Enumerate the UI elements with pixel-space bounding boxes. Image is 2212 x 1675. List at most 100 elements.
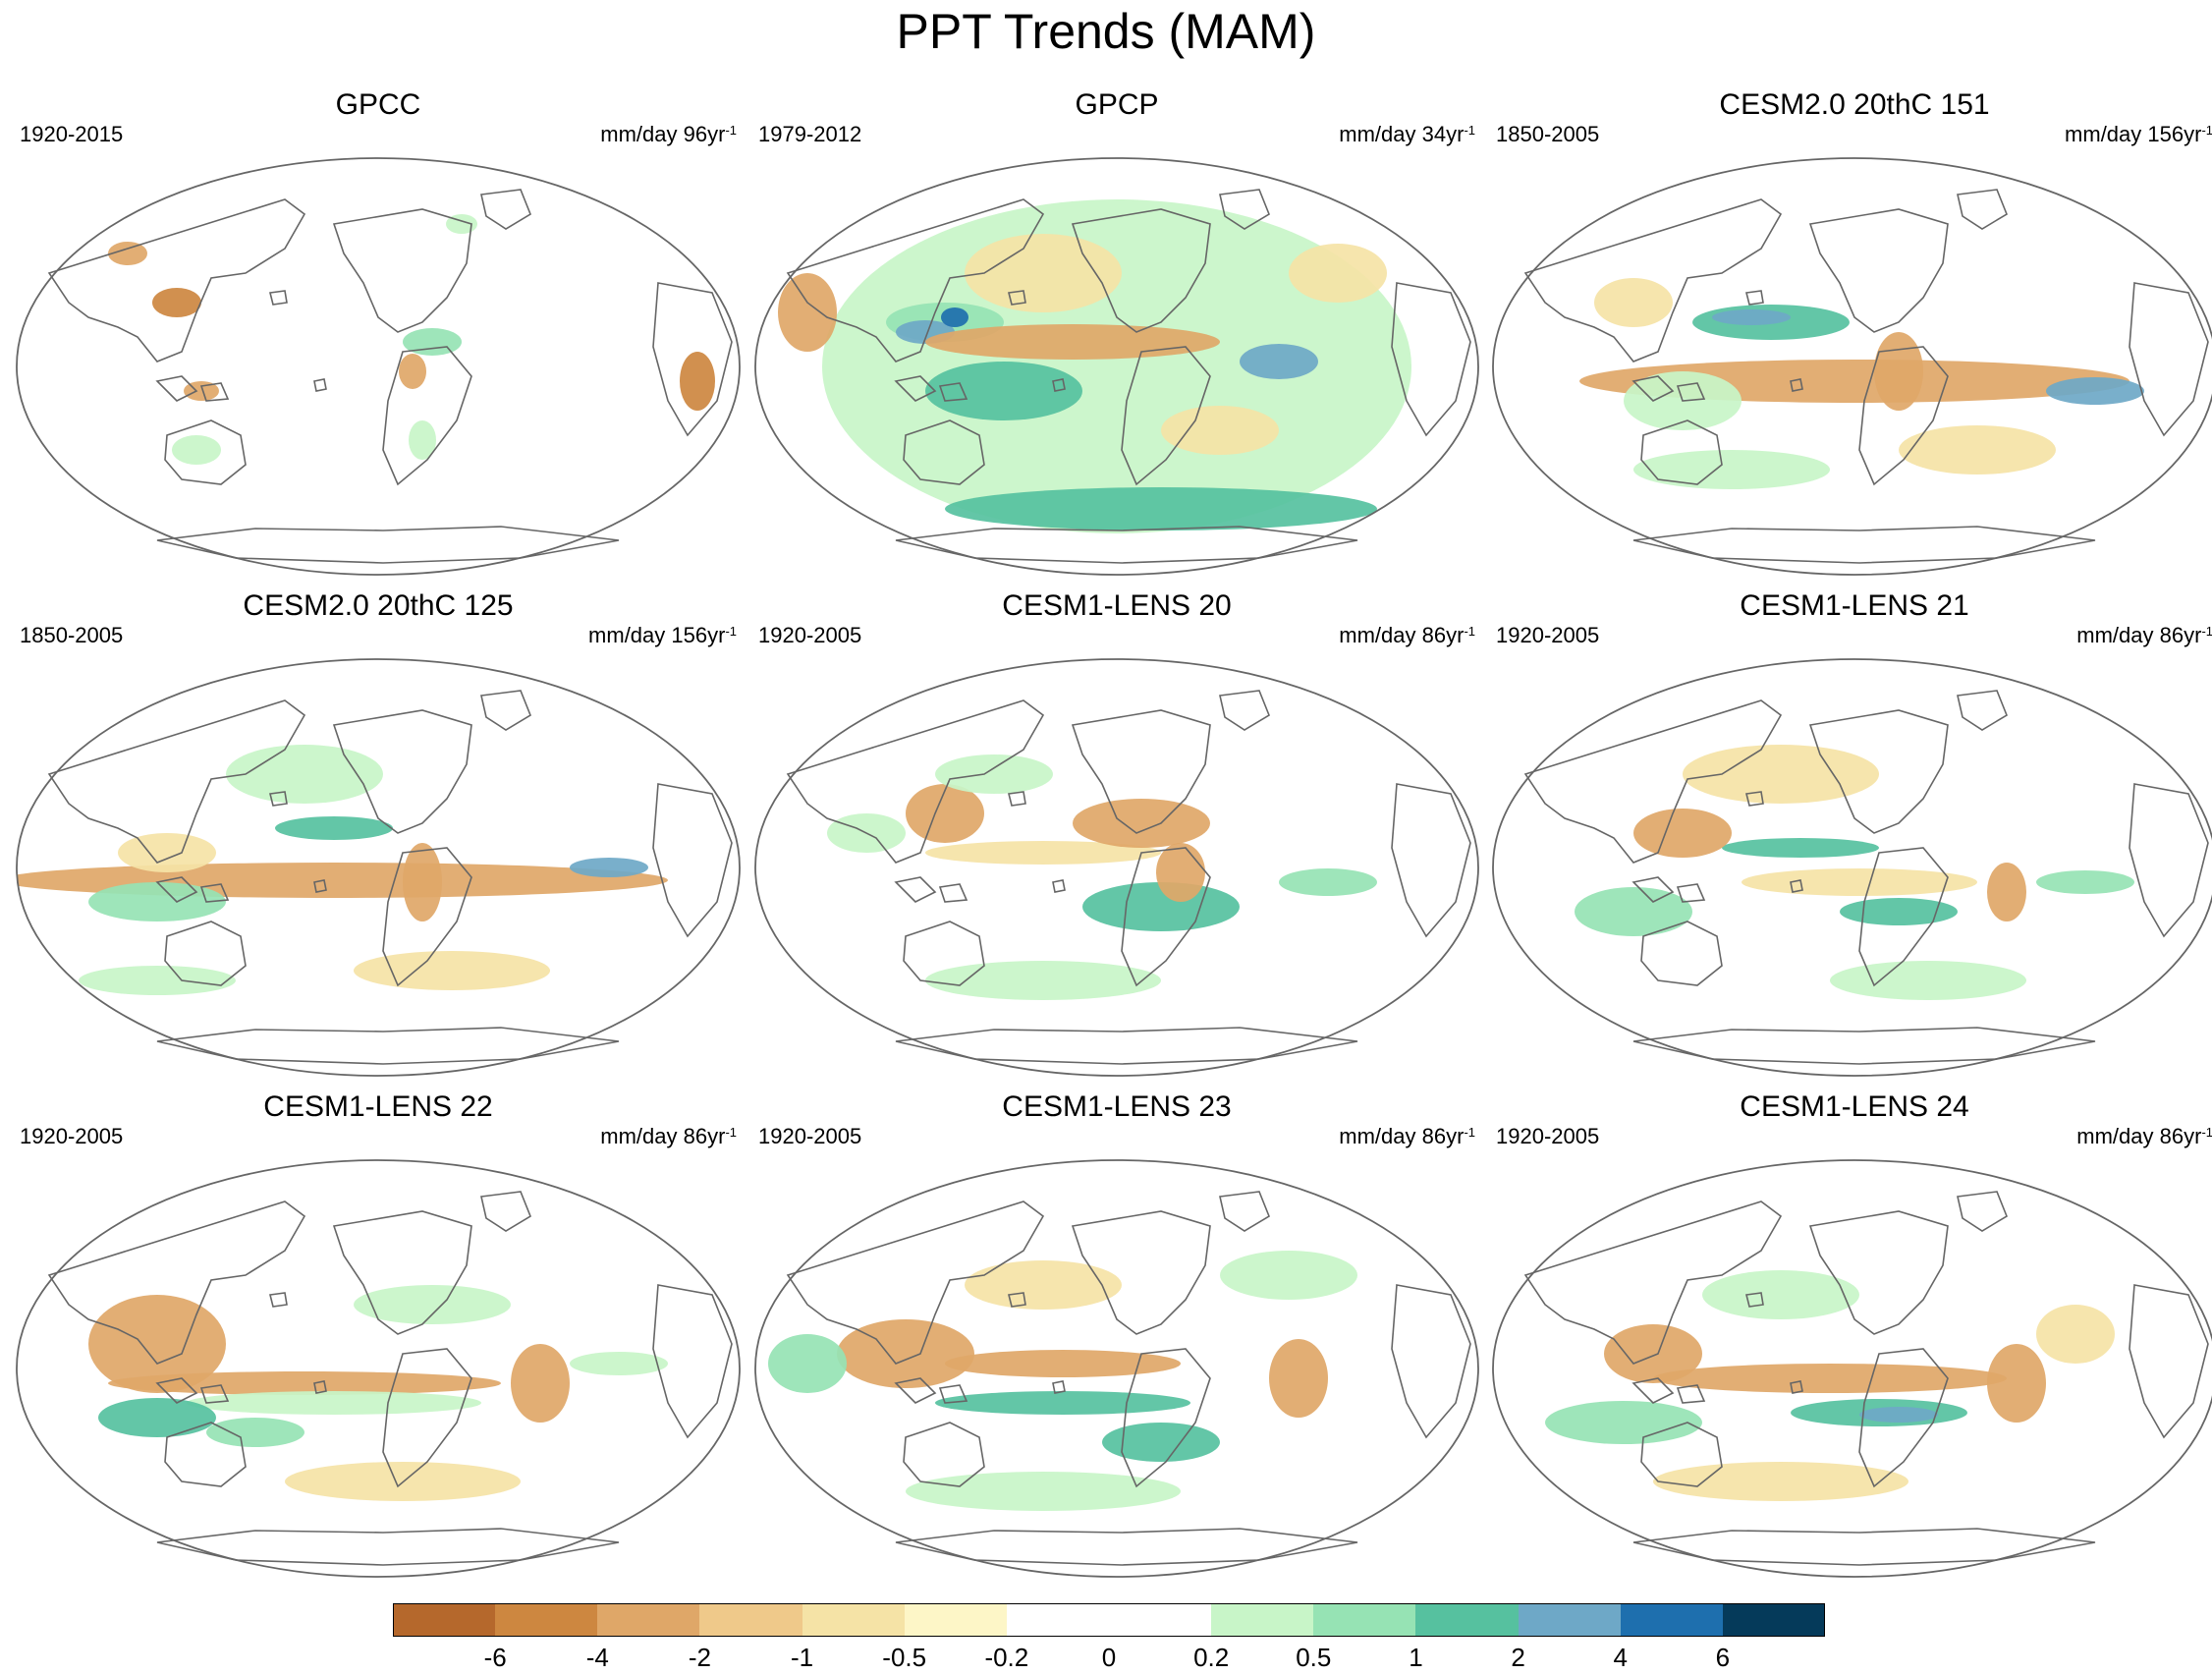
colorbar-tick-label: 2	[1511, 1643, 1525, 1672]
trend-contour	[108, 1371, 501, 1395]
trend-contour	[79, 966, 236, 995]
coastline	[1121, 1348, 1211, 1488]
panel-units: mm/day 86yr-1	[600, 1124, 737, 1148]
map-panel-lens-21: CESM1-LENS 21 1920-2005 mm/day 86yr-1	[1486, 587, 2212, 1079]
panel-title: CESM1-LENS 23	[1002, 1090, 1232, 1123]
trend-contour	[1840, 898, 1958, 925]
coastline	[1219, 690, 1270, 731]
map-lens-22	[16, 1159, 741, 1578]
coastline	[164, 1422, 247, 1487]
map-panel-lens-23: CESM1-LENS 23 1920-2005 mm/day 86yr-1	[748, 1089, 1485, 1580]
trend-contour	[206, 1418, 304, 1447]
trend-contour	[409, 420, 436, 460]
trend-contour	[1683, 745, 1879, 804]
map-panel-lens-22: CESM1-LENS 22 1920-2005 mm/day 86yr-1	[10, 1089, 747, 1580]
map-outline	[754, 658, 1479, 1077]
colorbar-tick-label: 6	[1715, 1643, 1731, 1672]
coastline	[164, 921, 247, 986]
map-outline	[1492, 157, 2212, 576]
map-lens-21	[1492, 658, 2212, 1077]
trend-contour	[1633, 450, 1830, 489]
trend-contour	[1220, 1251, 1357, 1300]
map-panel-cesm2-125: CESM2.0 20thC 125 1850-2005 mm/day 156yr…	[10, 587, 747, 1079]
trend-contour	[403, 843, 442, 921]
panel-title: CESM2.0 20thC 125	[243, 589, 514, 622]
trend-field	[778, 199, 1411, 533]
coastline	[155, 375, 198, 402]
map-gpcc	[16, 157, 741, 576]
coastline	[1052, 879, 1066, 893]
coastline	[895, 1528, 1358, 1566]
coastline	[1745, 791, 1764, 807]
colorbar-tick-label: 0.2	[1193, 1643, 1230, 1672]
coastline	[1640, 419, 1723, 485]
coastline	[199, 382, 230, 402]
panel-title: CESM2.0 20thC 151	[1719, 88, 1990, 121]
coastline	[1745, 290, 1764, 306]
trend-contour	[935, 754, 1053, 794]
panel-units: mm/day 156yr-1	[588, 623, 737, 647]
coastlines	[786, 189, 1471, 564]
trend-contour	[88, 1295, 226, 1393]
trend-contour	[768, 1334, 847, 1393]
colorbar-segment	[1109, 1603, 1212, 1637]
coastline	[1808, 1210, 1949, 1335]
coastline	[1808, 709, 1949, 834]
map-outline	[16, 1159, 741, 1578]
colorbar-tick-label: 0	[1101, 1643, 1117, 1672]
panel-units: mm/day 86yr-1	[1339, 623, 1475, 647]
coastline	[382, 346, 472, 486]
trend-contour	[935, 1391, 1190, 1415]
trend-contour	[1830, 961, 2026, 1000]
colorbar-segment	[1620, 1603, 1724, 1637]
panel-period: 1920-2015	[20, 122, 124, 146]
coastline	[2129, 282, 2209, 437]
colorbar	[393, 1603, 1826, 1639]
trend-contour	[1545, 1401, 1702, 1444]
colorbar-tick-label: 4	[1613, 1643, 1628, 1672]
coastline	[480, 189, 531, 230]
panel-title: CESM1-LENS 22	[263, 1090, 493, 1123]
trend-field	[827, 754, 1377, 1000]
coastline	[1631, 876, 1675, 903]
coastlines	[47, 189, 733, 564]
panel-title: GPCP	[1075, 88, 1159, 121]
trend-contour	[403, 328, 462, 356]
coastline	[938, 883, 968, 903]
trend-contour	[511, 1344, 570, 1423]
panel-units: mm/day 86yr-1	[1339, 1124, 1475, 1148]
coastline	[1790, 378, 1803, 392]
coastline	[1071, 208, 1211, 333]
trend-contour	[1712, 309, 1791, 325]
coastline	[1219, 1191, 1270, 1232]
trend-contour	[1240, 344, 1318, 379]
coastline	[269, 791, 288, 807]
coastline	[1676, 883, 1706, 903]
trend-contour	[1874, 332, 1923, 411]
coastline	[313, 879, 327, 893]
coastline	[1052, 378, 1066, 392]
panel-units: mm/day 86yr-1	[2076, 623, 2212, 647]
trend-contour	[1653, 1462, 1908, 1501]
trend-contour	[925, 324, 1220, 360]
coastline	[652, 282, 733, 437]
trend-contour	[1289, 244, 1387, 303]
trend-contour	[108, 242, 147, 265]
colorbar-tick-label: 1	[1409, 1643, 1423, 1672]
trend-field	[1575, 745, 2134, 1000]
coastline	[1790, 879, 1803, 893]
coastline	[199, 883, 230, 903]
trend-contour	[152, 288, 201, 317]
coastline	[47, 699, 306, 864]
coastline	[382, 1348, 472, 1488]
colorbar-segment	[597, 1603, 700, 1637]
coastline	[480, 1191, 531, 1232]
trend-field	[17, 745, 668, 995]
coastline	[786, 1200, 1045, 1365]
colorbar-segment	[802, 1603, 906, 1637]
trend-field	[1545, 1270, 2115, 1501]
coastline	[1121, 847, 1211, 987]
coastline	[1676, 382, 1706, 402]
coastline	[1391, 1284, 1471, 1439]
trend-contour	[945, 487, 1377, 530]
